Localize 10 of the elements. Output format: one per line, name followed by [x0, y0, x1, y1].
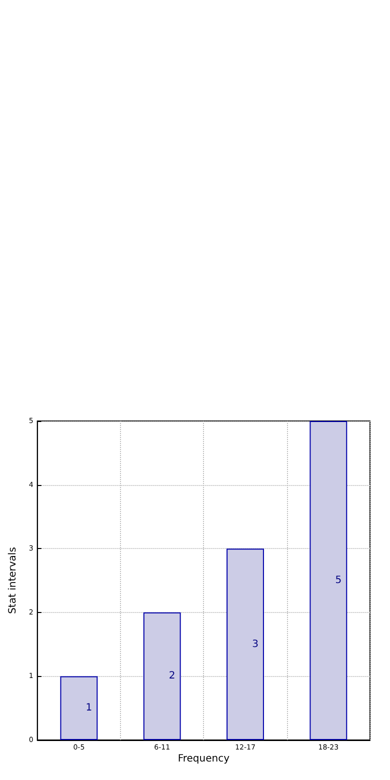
bar	[143, 612, 181, 740]
bar	[60, 676, 98, 740]
bar	[226, 548, 264, 740]
data-label: 2	[168, 670, 176, 682]
bar	[310, 421, 348, 740]
data-label: 3	[252, 638, 258, 650]
y-axis-title: Stat intervals	[8, 547, 18, 614]
data-label: 1	[86, 702, 92, 714]
x-axis-title: Frequency	[178, 754, 230, 764]
data-label: 5	[335, 575, 342, 586]
